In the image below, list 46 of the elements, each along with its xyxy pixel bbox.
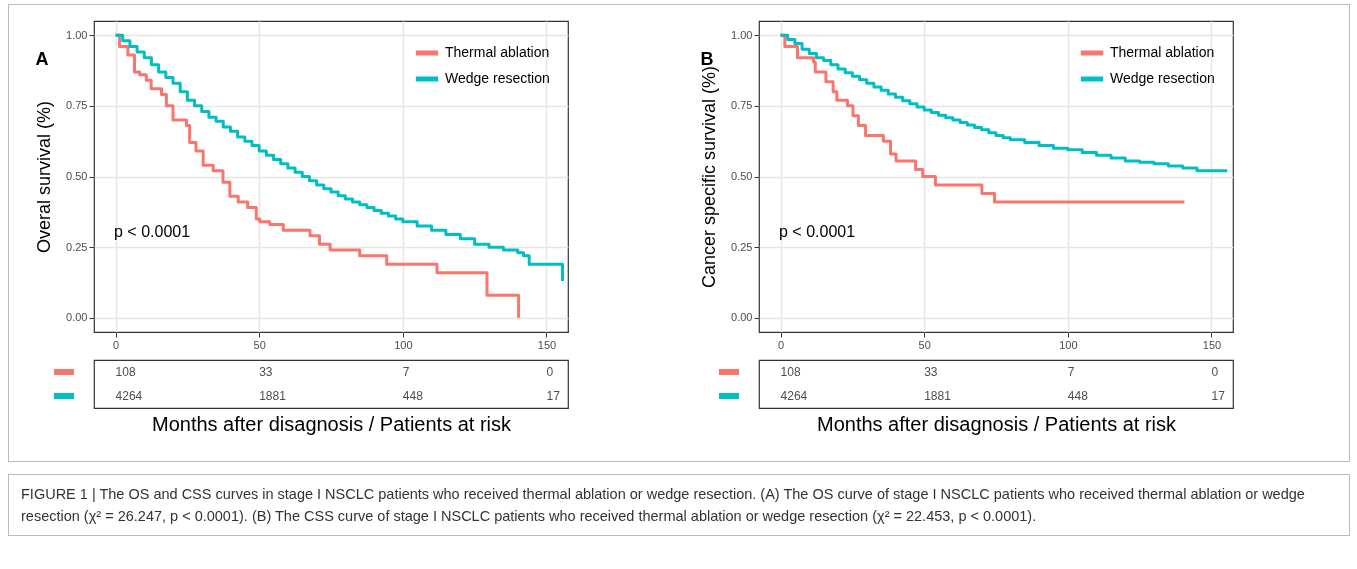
x-tick-label: 50 bbox=[253, 338, 266, 351]
text: 33 bbox=[924, 365, 938, 379]
x-tick-label: 0 bbox=[777, 338, 785, 351]
x-axis-title: Months after disagnosis / Patients at risk bbox=[151, 412, 513, 435]
legend-label: Thermal ablation bbox=[445, 44, 550, 60]
y-tick-label: 1.00 bbox=[731, 28, 753, 41]
text: 0 bbox=[1211, 365, 1219, 379]
legend-label: Wedge resection bbox=[445, 70, 550, 86]
text: 0 bbox=[546, 365, 554, 379]
y-tick-label: 0.75 bbox=[731, 99, 753, 112]
annotation: p < 0.0001 bbox=[779, 223, 856, 240]
text: 17 bbox=[1211, 389, 1226, 403]
text: A bbox=[35, 49, 49, 69]
y-tick-label: 0.25 bbox=[66, 240, 88, 253]
text: 4264 bbox=[780, 389, 808, 403]
y-tick-label: 0.00 bbox=[66, 311, 88, 324]
y-tick-label: 0.00 bbox=[731, 311, 753, 324]
x-axis-title: Months after disagnosis / Patients at risk bbox=[816, 412, 1178, 435]
text: 108 bbox=[115, 365, 136, 379]
x-tick-label: 100 bbox=[1059, 338, 1078, 351]
text: 448 bbox=[1067, 389, 1089, 403]
legend-label: Thermal ablation bbox=[1110, 44, 1215, 60]
legend-label: Wedge resection bbox=[1110, 70, 1215, 86]
y-tick-label: 0.50 bbox=[731, 170, 753, 182]
text: 4264 bbox=[115, 389, 143, 403]
y-axis-title: Overal survival (%) bbox=[34, 100, 55, 254]
x-tick-label: 150 bbox=[1202, 338, 1222, 351]
text: 17 bbox=[546, 389, 561, 403]
x-tick-label: 100 bbox=[394, 338, 413, 351]
x-tick-label: 0 bbox=[112, 338, 120, 351]
y-tick-label: 0.50 bbox=[66, 170, 88, 182]
text: 7 bbox=[402, 365, 410, 379]
text: 1881 bbox=[259, 389, 287, 403]
text: 7 bbox=[1067, 365, 1075, 379]
y-tick-label: 0.75 bbox=[66, 99, 88, 112]
text: 33 bbox=[259, 365, 273, 379]
annotation: p < 0.0001 bbox=[114, 223, 191, 240]
text: 448 bbox=[402, 389, 424, 403]
text: 108 bbox=[780, 365, 801, 379]
text: 1881 bbox=[924, 389, 952, 403]
y-tick-label: 0.25 bbox=[731, 240, 753, 253]
x-tick-label: 150 bbox=[537, 338, 557, 351]
y-tick-label: 1.00 bbox=[66, 28, 88, 41]
y-axis-title: Cancer specific survival (%) bbox=[699, 65, 720, 289]
x-tick-label: 50 bbox=[918, 338, 931, 351]
caption: FIGURE 1 | The OS and CSS curves in stage I NSCLC patients who received thermal ablation or wedge resection. (A) The OS curve of stage I NSCLC patients who received thermal ablation or wedge resection (χ² = 26.247, p < 0.0001). (B) The CSS curve of stage I NSCLC patients who received thermal ablation or wedge resection (χ² = 22.453, p < 0.0001). bbox=[8, 474, 1350, 536]
